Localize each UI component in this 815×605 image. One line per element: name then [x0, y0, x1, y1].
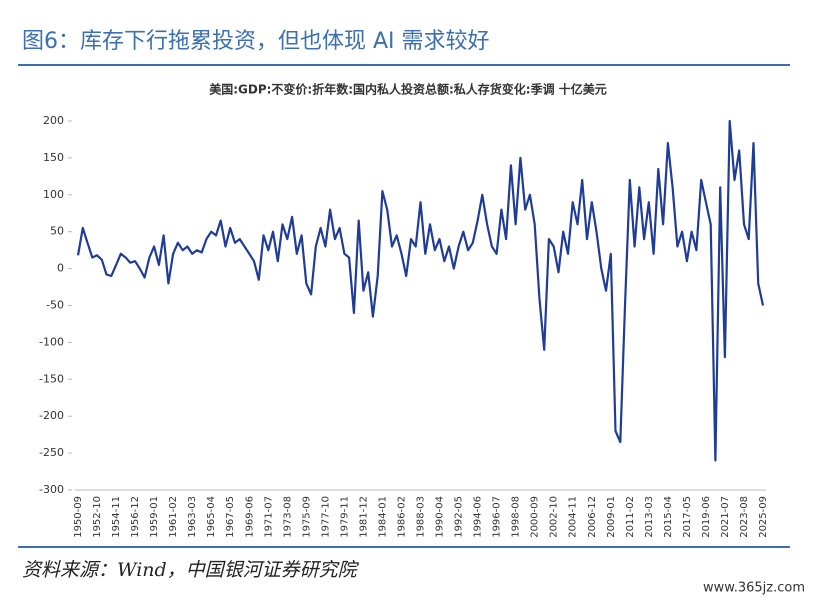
y-tick-label: 0 — [57, 262, 64, 275]
source-note: 资料来源：Wind，中国银河证券研究院 — [22, 559, 360, 581]
y-tick-label: -200 — [39, 409, 64, 422]
y-tick-label: 150 — [43, 151, 64, 164]
x-tick-label: 2004-11 — [568, 496, 579, 538]
x-tick-label: 2009-01 — [606, 496, 617, 538]
x-tick-label: 2013-03 — [644, 496, 655, 538]
x-tick-label: 2019-06 — [701, 496, 712, 538]
x-tick-label: 1981-12 — [358, 496, 369, 538]
x-tick-label: 1950-09 — [73, 496, 84, 538]
x-tick-label: 2021-07 — [720, 496, 731, 538]
x-tick-label: 1971-07 — [263, 496, 274, 538]
x-tick-label: 2002-10 — [549, 496, 560, 538]
x-tick-label: 2015-04 — [663, 496, 674, 538]
x-tick-label: 1996-07 — [492, 496, 503, 538]
y-tick-label: -100 — [39, 335, 64, 348]
figure-title: 图6：库存下行拖累投资，但也体现 AI 需求较好 — [22, 29, 490, 54]
y-tick-label: -300 — [39, 483, 64, 496]
chart-title: 美国:GDP:不变价:折年数:国内私人投资总额:私人存货变化:季调 十亿美元 — [209, 82, 607, 97]
x-tick-label: 1984-01 — [377, 496, 388, 538]
y-tick-label: 100 — [43, 188, 64, 201]
watermark: www.365jz.com — [703, 581, 805, 596]
x-tick-label: 1965-04 — [206, 496, 217, 538]
x-tick-label: 2006-12 — [587, 496, 598, 538]
x-tick-label: 1986-02 — [396, 496, 407, 538]
x-tick-label: 1967-05 — [225, 496, 236, 538]
x-tick-label: 1963-03 — [187, 496, 198, 538]
y-tick-label: -150 — [39, 372, 64, 385]
x-tick-label: 2017-05 — [682, 496, 693, 538]
x-tick-label: 1952-10 — [92, 496, 103, 538]
x-tick-label: 1969-06 — [244, 496, 255, 538]
x-tick-label: 1977-10 — [320, 496, 331, 538]
x-tick-label: 1954-11 — [111, 496, 122, 538]
x-tick-label: 1975-09 — [301, 496, 312, 538]
x-tick-label: 2025-09 — [758, 496, 769, 538]
y-tick-label: -50 — [46, 299, 64, 312]
x-tick-label: 2000-09 — [530, 496, 541, 538]
x-tick-label: 1979-11 — [339, 496, 350, 538]
x-tick-label: 1959-01 — [149, 496, 160, 538]
y-tick-label: -250 — [39, 446, 64, 459]
data-line — [76, 119, 765, 462]
x-tick-label: 1992-05 — [454, 496, 465, 538]
x-tick-label: 1973-08 — [282, 496, 293, 538]
x-tick-label: 1998-08 — [511, 496, 522, 538]
y-tick-label: 50 — [50, 225, 64, 238]
x-tick-label: 1988-03 — [416, 496, 427, 538]
x-tick-label: 2011-02 — [625, 496, 636, 538]
y-tick-label: 200 — [43, 114, 64, 127]
x-tick-label: 1994-06 — [473, 496, 484, 538]
x-tick-label: 1961-02 — [168, 496, 179, 538]
x-tick-label: 1956-12 — [130, 496, 141, 538]
x-tick-label: 1990-04 — [435, 496, 446, 538]
x-tick-label: 2023-08 — [739, 496, 750, 538]
